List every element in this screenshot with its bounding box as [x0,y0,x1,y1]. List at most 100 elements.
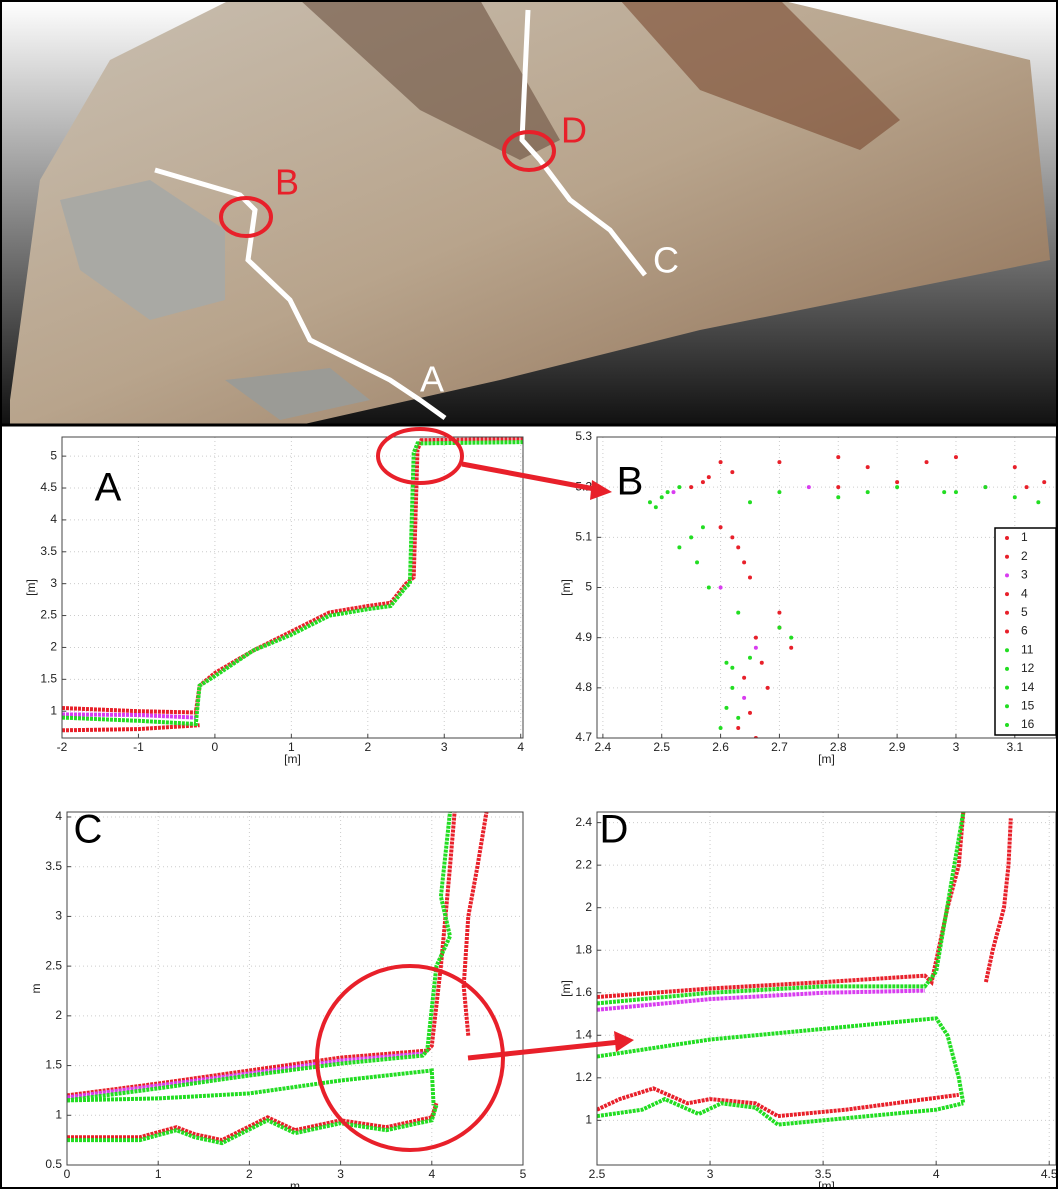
trajectory [67,1051,423,1100]
y-tick-label: 1.4 [575,1027,592,1041]
rock-shade [300,0,560,160]
point [789,645,794,650]
x-tick-label: 1 [288,740,295,754]
trajectory [461,812,489,1036]
plot: 2.5 3 3.5 4 4.5 1 1.2 1.4 1.6 1.8 2 2.2 2.4 [m] [m] D [559,808,1058,1189]
point [1024,485,1029,490]
point [724,705,729,710]
point [748,500,752,505]
point [748,655,752,660]
x-tick-label: 2 [364,740,371,754]
plots: -2 -1 0 1 2 3 411.522.533.544.55[m][m]A2.4 2.5 2… [24,429,1058,1189]
x-tick-label: 4.5 [1041,1167,1058,1181]
trajectory [597,1096,964,1127]
point [806,485,811,490]
point [1036,500,1041,505]
plot-area [67,812,523,1165]
legend-marker [1005,536,1009,540]
photo-label: D [561,110,587,151]
point [718,525,723,530]
x-tick-label: 3 [953,740,960,754]
point [736,725,741,730]
legend-label: 14 [1021,680,1035,694]
highlight-circle [502,130,556,172]
point [736,715,741,720]
y-tick-label: 3.5 [45,859,62,873]
point [659,495,664,500]
point [1012,495,1017,500]
point [953,490,958,495]
y-tick-label: 2.5 [40,608,57,622]
point [700,480,705,485]
x-tick-label: 2.5 [589,1167,606,1181]
trajectory [62,712,196,720]
data-layer [647,455,1047,738]
point [742,675,747,680]
y-axis-label: [m] [559,579,573,596]
point [836,455,841,460]
panel-letter: A [95,466,122,510]
point [706,475,711,480]
x-tick-label: 1 [155,1167,162,1181]
y-tick-label: 5.3 [575,429,592,443]
y-axis-label: [m] [24,579,38,596]
x-tick-label: 3 [337,1167,344,1181]
photo-label: C [653,240,679,281]
point [1012,465,1017,470]
y-tick-label: 1.6 [575,985,592,999]
plot: -2 -1 0 1 2 3 4 1 1.5 2 2.5 3 3.5 4 4.5 5 [m] [m] A [24,436,524,766]
data-layer [62,437,523,733]
legend-label: 3 [1021,568,1028,582]
point [689,535,694,540]
slab [225,368,370,420]
panel-letter: C [74,808,103,852]
y-tick-label: 4.8 [575,680,592,694]
legend-label: 15 [1021,698,1035,712]
point [895,485,900,490]
point [742,695,747,700]
trajectory [67,1104,439,1146]
legend-marker [1005,685,1009,690]
legend-marker [1005,723,1009,727]
x-axis-label: [m] [284,752,301,766]
point [677,485,682,490]
legend-label: 11 [1021,642,1034,656]
y-tick-label: 2 [585,900,592,914]
point [895,480,900,485]
point [700,525,705,530]
point [718,585,723,590]
point [718,460,723,465]
point [706,585,711,590]
point [677,545,682,550]
x-tick-label: 2 [246,1167,253,1181]
point [983,485,988,490]
y-tick-label: 2 [55,1008,62,1022]
trajectory [62,723,200,733]
y-tick-label: 3 [50,576,57,590]
x-tick-label: 2.6 [712,740,729,754]
y-tick-label: 5.1 [575,530,592,544]
photo: B D C A [0,0,1058,425]
point [671,490,676,495]
axes-box [66,811,524,1166]
x-axis-label: [m] [818,1179,835,1189]
point [777,490,782,495]
x-tick-label: 0 [64,1167,71,1181]
trajectory [597,1016,966,1104]
zoom-circle [376,427,464,485]
x-tick-label: 2.5 [653,740,670,754]
rock-shade [620,0,900,150]
point [724,660,729,665]
y-axis-label: [m] [559,980,573,997]
y-tick-label: 2.4 [575,815,592,829]
legend-marker [1005,629,1009,634]
plot: 2.42.52.62.72.82.933.14.74.84.955.15.25.… [559,429,1057,766]
x-tick-label: 2.4 [595,740,612,754]
legend-label: 4 [1021,586,1028,600]
point [865,490,870,495]
point [730,535,735,540]
trajectory [983,818,1013,983]
path-c [519,9,647,277]
y-tick-label: 2.2 [575,857,592,871]
x-tick-label: -2 [57,740,68,754]
